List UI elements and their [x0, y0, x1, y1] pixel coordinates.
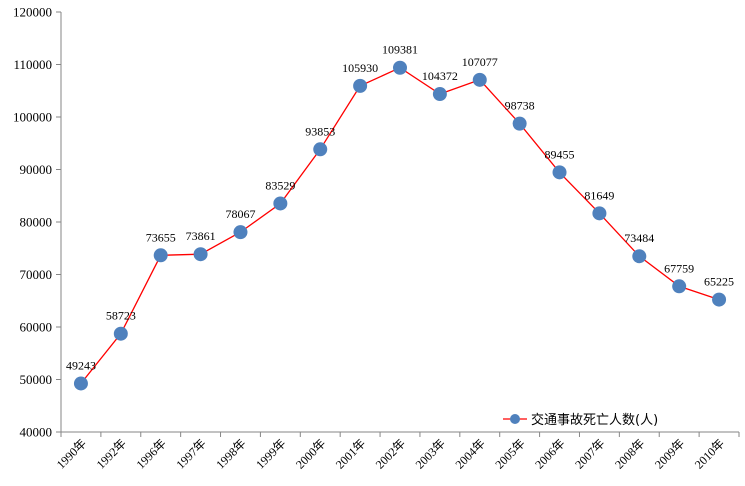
data-point [73, 376, 88, 391]
data-label: 81649 [584, 188, 614, 202]
data-label: 83529 [265, 178, 295, 192]
data-point [672, 279, 687, 294]
data-label: 65225 [704, 275, 734, 289]
data-label: 104372 [422, 69, 458, 83]
y-tick-label: 120000 [13, 5, 52, 20]
legend: 交通事故死亡人数(人) [503, 412, 658, 428]
data-label: 107077 [462, 55, 498, 69]
y-tick-label: 100000 [13, 110, 52, 125]
x-tick-label: 2007年 [572, 436, 607, 471]
series-traffic-deaths [73, 60, 727, 391]
data-label: 89455 [545, 147, 575, 161]
data-point [393, 60, 407, 75]
x-tick-label: 2006年 [532, 436, 567, 471]
x-tick-labels: 1990年 1992年 1996年 1997年 1998年 1999年 2000年 2001年… [54, 436, 727, 471]
data-point [552, 165, 567, 180]
data-label: 73484 [624, 231, 654, 245]
data-label: 49243 [66, 358, 96, 372]
x-tick-label: 2005年 [492, 436, 527, 471]
y-tick-label: 40000 [20, 425, 53, 440]
legend-label: 交通事故死亡人数(人) [531, 412, 658, 428]
data-label: 93853 [305, 124, 335, 138]
x-tick-label: 2004年 [453, 436, 488, 471]
data-point [233, 225, 248, 240]
y-tick-label: 110000 [13, 57, 52, 72]
series-line [80, 66, 720, 384]
x-tick-label: 1990年 [54, 436, 89, 471]
data-point [712, 292, 727, 307]
data-point [632, 249, 647, 264]
x-tick-label: 2000年 [293, 436, 328, 471]
y-tick-label: 60000 [20, 320, 53, 335]
y-tick-label: 90000 [20, 162, 53, 177]
data-label: 78067 [225, 207, 255, 221]
x-tick-label: 2008年 [612, 436, 647, 471]
data-point [193, 247, 208, 262]
x-tick-label: 2002年 [373, 436, 408, 471]
x-tick-label: 2001年 [333, 436, 368, 471]
data-label: 73861 [186, 229, 216, 243]
data-point [432, 87, 447, 102]
data-labels: 49243 58723 73655 73861 78067 83529 93853 10593… [66, 43, 734, 373]
y-tick-label: 70000 [20, 267, 53, 282]
y-tick-label: 80000 [20, 215, 53, 230]
data-point [592, 206, 607, 221]
data-point [313, 142, 328, 157]
legend-marker-icon [510, 414, 520, 424]
data-point [113, 326, 128, 341]
x-tick-label: 2003年 [413, 436, 448, 471]
x-tick-label: 1998年 [213, 436, 248, 471]
data-point [353, 78, 368, 93]
x-tick-label: 1996年 [133, 436, 168, 471]
x-tick-label: 2009年 [652, 436, 687, 471]
data-label: 109381 [382, 43, 418, 57]
y-tick-labels: 40000 50000 60000 70000 80000 90000 100000 1100… [13, 5, 52, 440]
data-label: 105930 [342, 61, 378, 75]
x-tick-label: 2010年 [692, 436, 727, 471]
x-tick-label: 1997年 [173, 436, 208, 471]
y-tick-label: 50000 [20, 372, 53, 387]
data-point [512, 116, 527, 131]
data-point [153, 248, 168, 263]
data-label: 58723 [106, 309, 136, 323]
axes [56, 11, 740, 437]
data-label: 98738 [505, 99, 535, 113]
x-tick-label: 1992年 [94, 436, 129, 471]
data-point [273, 196, 288, 211]
x-tick-label: 1999年 [253, 436, 288, 471]
data-label: 73655 [146, 230, 176, 244]
data-label: 67759 [664, 261, 694, 275]
data-point [472, 72, 487, 87]
